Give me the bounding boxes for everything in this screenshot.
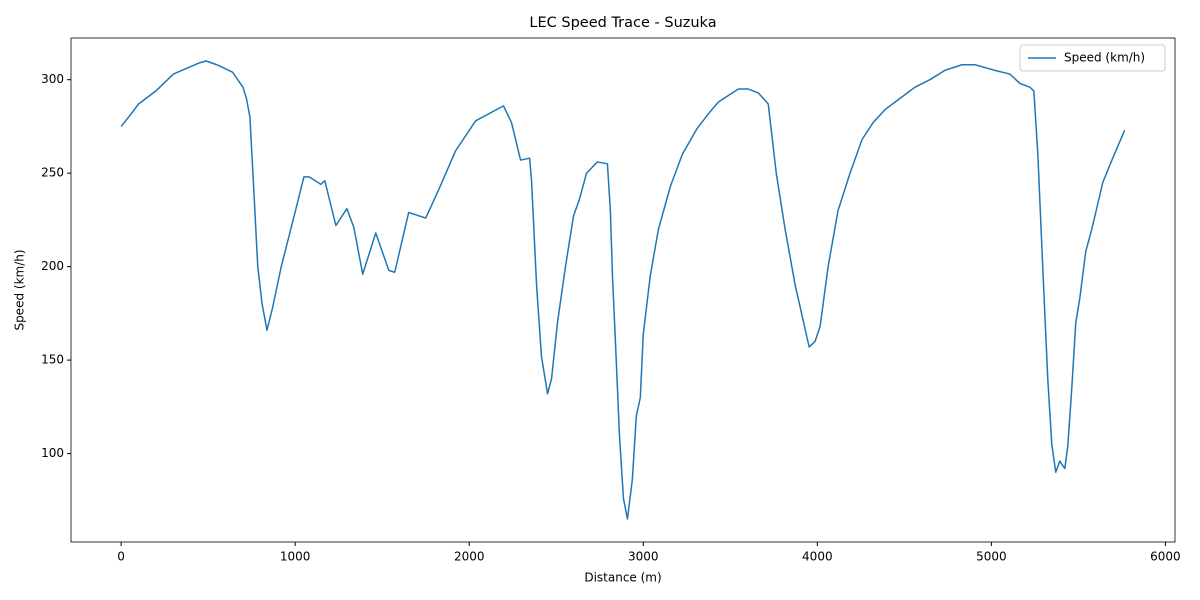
y-tick-label: 200 (41, 259, 64, 273)
legend-label: Speed (km/h) (1064, 51, 1145, 65)
x-tick-label: 5000 (976, 550, 1007, 564)
x-tick-label: 0 (117, 550, 125, 564)
x-tick-label: 6000 (1150, 550, 1181, 564)
x-tick-label: 1000 (280, 550, 311, 564)
x-tick-label: 4000 (802, 550, 833, 564)
y-axis-label: Speed (km/h) (13, 249, 27, 330)
x-tick-label: 3000 (628, 550, 659, 564)
x-tick-label: 2000 (454, 550, 485, 564)
y-tick-label: 100 (41, 446, 64, 460)
y-tick-label: 300 (41, 72, 64, 86)
plot-frame (70, 37, 1176, 543)
y-tick-label: 250 (41, 166, 64, 180)
speed-line (120, 60, 1126, 520)
x-axis-label: Distance (m) (584, 571, 661, 585)
chart-title: LEC Speed Trace - Suzuka (529, 15, 716, 31)
legend-box (1019, 44, 1166, 72)
y-tick-label: 150 (41, 353, 64, 367)
